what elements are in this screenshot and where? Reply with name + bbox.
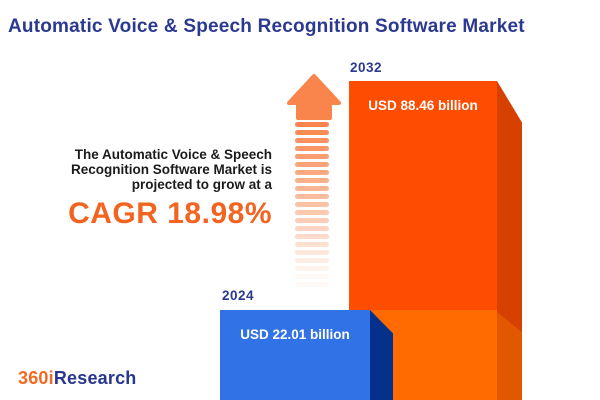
bar-2032-value: USD 88.46 billion (368, 98, 478, 113)
page-title: Automatic Voice & Speech Recognition Sof… (8, 16, 525, 37)
arrow-head-icon (287, 74, 341, 120)
arrow-dash (295, 130, 329, 135)
annotation-line-1: The Automatic Voice & Speech (74, 147, 272, 162)
company-logo: 360iResearch (18, 368, 137, 389)
cagr-value: CAGR 18.98% (68, 197, 272, 230)
arrow-dash (295, 210, 329, 215)
arrow-dash (295, 250, 329, 255)
arrow-dash (295, 170, 329, 175)
annotation-line-3: projected to grow at a (131, 177, 272, 192)
arrow-dashes (295, 122, 329, 297)
logo-orange-part: 360i (18, 368, 54, 388)
arrow-dash (295, 162, 329, 167)
arrow-dash (295, 202, 329, 207)
arrow-dash (295, 282, 329, 287)
arrow-dash (295, 258, 329, 263)
bar-2024-value: USD 22.01 billion (240, 327, 350, 342)
arrow-dash (295, 146, 329, 151)
year-label-2024: 2024 (222, 288, 255, 303)
bar-2024-side (370, 310, 393, 400)
arrow-dash (295, 194, 329, 199)
arrow-dash (295, 138, 329, 143)
arrow-dash (295, 274, 329, 279)
arrow-dash (295, 226, 329, 231)
arrow-dash (295, 242, 329, 247)
arrow-dash (295, 234, 329, 239)
annotation-block: The Automatic Voice & Speech Recognition… (12, 147, 272, 229)
growth-arrow-icon (285, 72, 343, 297)
year-label-2032: 2032 (350, 60, 383, 75)
arrow-dash (295, 122, 329, 127)
arrow-dash (295, 218, 329, 223)
arrow-dash (295, 178, 329, 183)
arrow-dash (295, 186, 329, 191)
logo-blue-part: Research (53, 368, 137, 388)
annotation-line-2: Recognition Software Market is (70, 162, 272, 177)
bar-2024-front (220, 310, 370, 400)
arrow-dash (295, 154, 329, 159)
arrow-dash (295, 266, 329, 271)
